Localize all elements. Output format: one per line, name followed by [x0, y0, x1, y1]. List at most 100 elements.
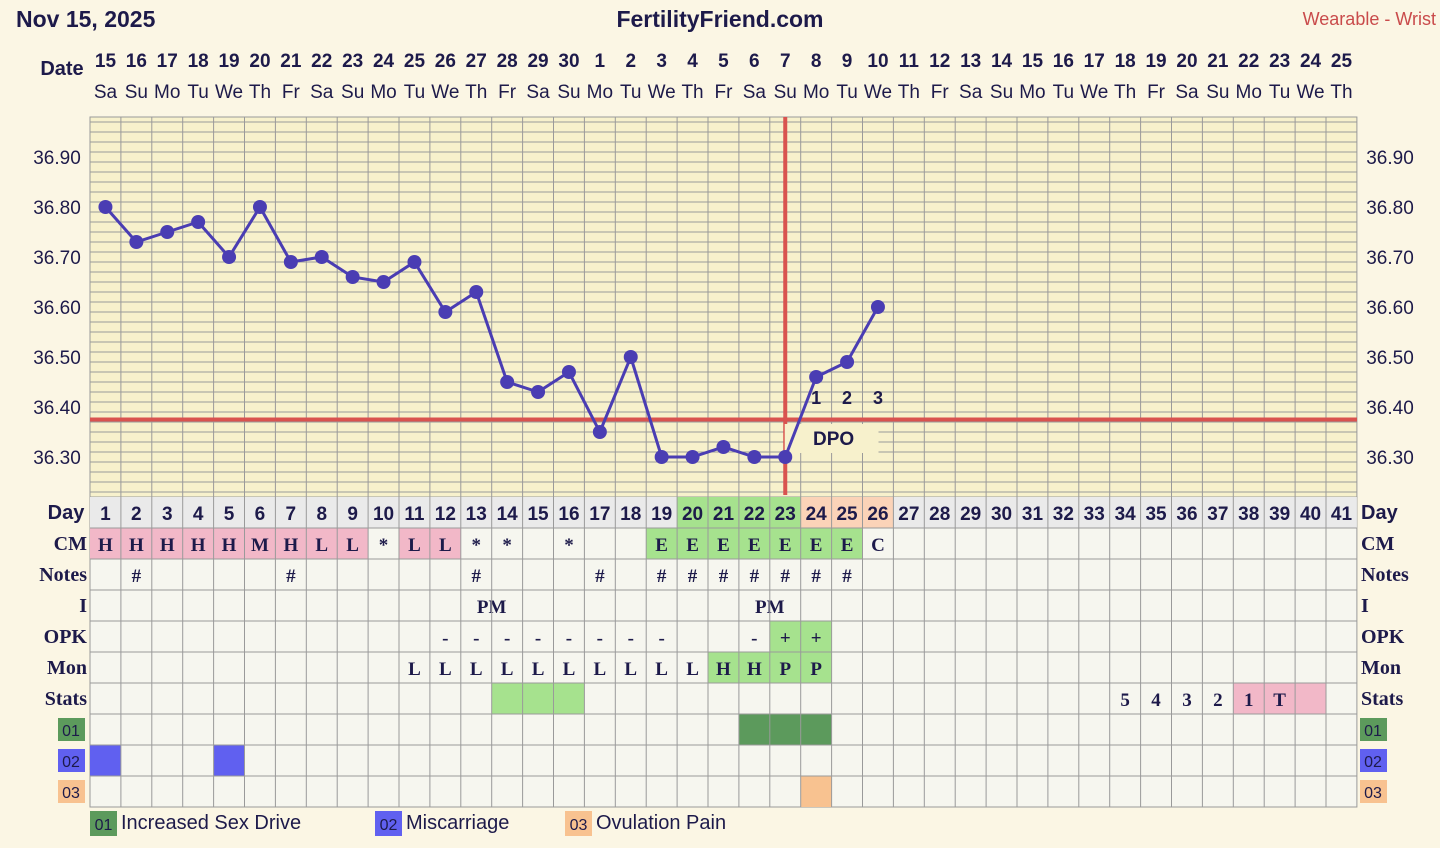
day-cell-text: 41: [1331, 504, 1353, 525]
date-label: 21: [280, 51, 302, 72]
opk-cell-text: -: [751, 628, 757, 649]
cm-cell-text: *: [379, 535, 389, 556]
day-cell-fill: [677, 497, 708, 528]
weekday-label: Mo: [803, 82, 829, 103]
day-cell-fill: [924, 497, 956, 528]
y-tick-right: 36.50: [1366, 348, 1414, 369]
day-cell-text: 7: [286, 504, 297, 525]
date-label: 23: [342, 51, 363, 72]
custom-code-left: 02: [62, 754, 80, 771]
row-label-left: Mon: [47, 657, 87, 679]
date-label: 12: [929, 51, 950, 72]
day-cell-text: 25: [836, 504, 858, 525]
day-cell-fill: [1017, 497, 1048, 528]
day-cell-fill: [275, 497, 307, 528]
cm-cell-text: H: [222, 535, 237, 556]
weekday-label: Mo: [587, 82, 613, 103]
mon-cell-text: L: [408, 659, 421, 680]
y-tick-left: 36.40: [33, 398, 81, 419]
date-label: 9: [842, 51, 853, 72]
date-label: 30: [558, 51, 579, 72]
mon-cell-text: L: [594, 659, 607, 680]
mon-cell-text: L: [686, 659, 699, 680]
weekday-label: Mo: [370, 82, 396, 103]
row-label-right: Mon: [1361, 657, 1401, 679]
c1-cell-fill: [738, 714, 770, 745]
opk-cell-text: -: [658, 628, 664, 649]
date-label: 24: [1300, 51, 1322, 72]
c2-cell-fill: [90, 745, 121, 776]
day-cell-text: 30: [991, 504, 1012, 525]
day-cell-fill: [90, 497, 121, 528]
day-cell-text: 12: [435, 504, 456, 525]
row-label-right: I: [1361, 595, 1369, 617]
day-cell-text: 2: [131, 504, 142, 525]
legend-code: 02: [380, 817, 398, 834]
legend-code: 01: [95, 817, 113, 834]
cm-cell-fill: [708, 528, 739, 559]
day-cell-fill: [306, 497, 338, 528]
day-cell-text: 35: [1145, 504, 1167, 525]
row-label-right: Notes: [1361, 564, 1409, 586]
temperature-source: Wearable - Wrist: [1302, 9, 1436, 29]
cm-cell-fill: [120, 528, 152, 559]
opk-cell-text: +: [811, 628, 822, 649]
weekday-label: Tu: [1053, 82, 1074, 103]
day-cell-text: 22: [744, 504, 765, 525]
date-label: 16: [1053, 51, 1074, 72]
opk-cell-text: -: [597, 628, 603, 649]
legend-code: 03: [570, 817, 588, 834]
day-cell-fill: [646, 497, 678, 528]
y-tick-left: 36.80: [33, 198, 81, 219]
site-title[interactable]: FertilityFriend.com: [616, 6, 824, 32]
day-cell-fill: [429, 497, 461, 528]
legend-badge: [565, 811, 592, 836]
c1-cell-fill: [800, 714, 832, 745]
temperature-point: [654, 450, 669, 464]
chart-start-date: Nov 15, 2025: [16, 6, 156, 32]
day-cell-text: 6: [255, 504, 266, 525]
notes-cell-text: #: [472, 566, 482, 587]
cm-cell-fill: [306, 528, 338, 559]
date-label: 1: [595, 51, 606, 72]
day-cell-fill: [584, 497, 616, 528]
day-cell-fill: [182, 497, 214, 528]
date-label: 18: [1115, 51, 1136, 72]
mon-cell-text: H: [716, 659, 731, 680]
day-cell-fill: [1202, 497, 1234, 528]
day-cell-text: 9: [347, 504, 358, 525]
weekday-label: We: [431, 82, 459, 103]
date-label: 26: [435, 51, 456, 72]
day-cell-fill: [522, 497, 554, 528]
weekday-label: Su: [341, 82, 364, 103]
legend-badge: [90, 811, 117, 836]
cm-cell-text: E: [810, 535, 823, 556]
day-cell-fill: [1078, 497, 1110, 528]
weekday-label: Fr: [498, 82, 517, 103]
day-cell-text: 40: [1300, 504, 1321, 525]
day-cell-text: 28: [929, 504, 950, 525]
weekday-label: Su: [125, 82, 148, 103]
weekday-label: Mo: [1019, 82, 1045, 103]
cm-cell-text: L: [408, 535, 421, 556]
date-label: 3: [656, 51, 667, 72]
cm-cell-text: H: [129, 535, 144, 556]
legend-label: Ovulation Pain: [596, 812, 726, 834]
weekday-label: Th: [898, 82, 920, 103]
cm-cell-text: E: [779, 535, 792, 556]
c1-cell-fill: [769, 714, 801, 745]
date-label: 19: [218, 51, 239, 72]
day-cell-text: 27: [898, 504, 919, 525]
date-label: 10: [867, 51, 888, 72]
date-row-label: Date: [40, 58, 83, 80]
y-tick-right: 36.80: [1366, 198, 1414, 219]
row-label-right: Day: [1361, 502, 1399, 524]
date-label: 19: [1145, 51, 1166, 72]
weekday-label: Su: [990, 82, 1013, 103]
date-label: 16: [126, 51, 147, 72]
weekday-label: Tu: [836, 82, 857, 103]
temperature-point: [469, 285, 484, 299]
day-cell-fill: [213, 497, 245, 528]
weekday-label: Sa: [959, 82, 983, 103]
day-cell-fill: [738, 497, 770, 528]
